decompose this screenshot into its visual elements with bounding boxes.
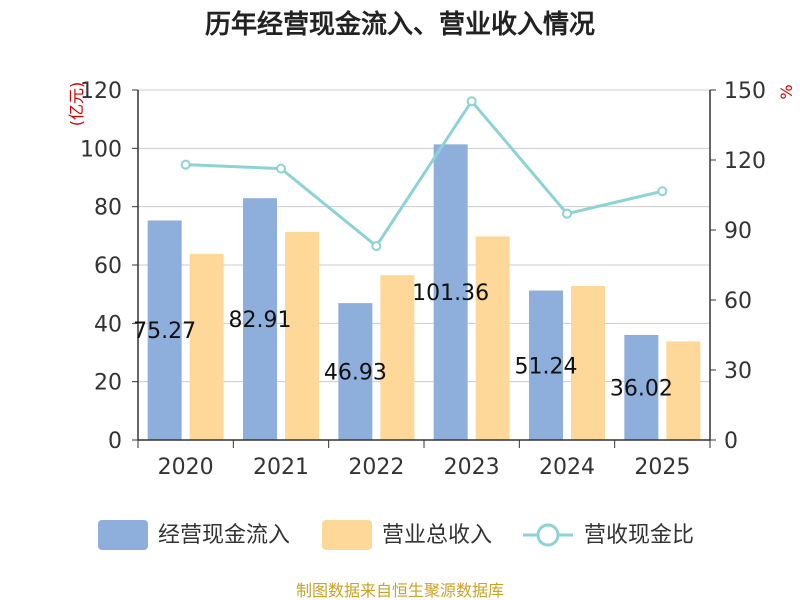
left-tick-label: 100 xyxy=(80,137,122,162)
source-note: 制图数据来自恒生聚源数据库 xyxy=(296,581,504,600)
ratio-point xyxy=(657,186,668,197)
grid-lines xyxy=(138,89,710,383)
bar-value-label: 51.24 xyxy=(515,354,578,379)
legend-swatch-cash-inflow xyxy=(98,520,148,550)
legend-swatch-revenue xyxy=(322,520,372,550)
ratio-point xyxy=(562,208,572,219)
right-axis-unit: % xyxy=(777,84,796,99)
x-tick-label: 2020 xyxy=(158,455,214,480)
right-tick-label: 90 xyxy=(724,219,752,244)
right-tick-label: 150 xyxy=(724,79,766,104)
legend-label-revenue: 营业总收入 xyxy=(382,523,492,548)
bar-value-label: 36.02 xyxy=(610,376,673,401)
x-tick-label: 2024 xyxy=(539,455,595,480)
right-tick-label: 60 xyxy=(724,289,752,314)
left-tick-label: 20 xyxy=(94,371,122,396)
left-tick-label: 0 xyxy=(108,429,122,454)
ratio-point xyxy=(276,163,286,174)
bar-value-label: 101.36 xyxy=(412,281,489,306)
left-tick-label: 120 xyxy=(80,79,122,104)
bar-cash-inflow xyxy=(338,303,373,440)
bar-revenue xyxy=(475,236,510,440)
legend: 经营现金流入 营业总收入 营收现金比 xyxy=(98,520,694,550)
right-tick-label: 0 xyxy=(724,429,738,454)
chart-title: 历年经营现金流入、营业收入情况 xyxy=(205,9,595,40)
bar-cash-inflow xyxy=(147,220,182,440)
bar-series xyxy=(147,144,701,440)
legend-marker-ratio xyxy=(536,523,560,547)
x-tick-label: 2023 xyxy=(444,455,500,480)
ratio-point xyxy=(180,159,191,170)
legend-label-cash-inflow: 经营现金流入 xyxy=(158,523,290,548)
bar-revenue xyxy=(666,341,701,440)
axes: 0 20 40 60 80 100 120 0 30 60 90 120 150 2020 2021 2022… xyxy=(80,79,766,480)
left-tick-label: 60 xyxy=(94,254,122,279)
x-tick-label: 2025 xyxy=(634,455,690,480)
bar-revenue xyxy=(285,232,319,440)
bar-revenue xyxy=(571,286,605,440)
x-tick-label: 2022 xyxy=(348,455,404,480)
bar-revenue xyxy=(189,253,224,440)
left-tick-label: 40 xyxy=(94,312,122,337)
ratio-point xyxy=(371,241,382,252)
bar-cash-inflow xyxy=(624,334,659,440)
left-tick-label: 80 xyxy=(94,196,122,221)
right-tick-label: 120 xyxy=(724,149,766,174)
left-axis-unit: (亿元) xyxy=(67,82,86,127)
ratio-point xyxy=(466,96,477,107)
ratio-line xyxy=(185,98,663,249)
ratio-line-series xyxy=(180,96,668,252)
right-tick-label: 30 xyxy=(724,359,752,384)
bar-value-label: 75.27 xyxy=(133,319,196,344)
bar-cash-inflow xyxy=(433,144,468,440)
bar-cash-inflow xyxy=(529,290,563,440)
bar-revenue xyxy=(380,275,415,440)
bar-value-label: 82.91 xyxy=(229,308,292,333)
bar-value-label: 46.93 xyxy=(324,361,387,386)
bar-cash-inflow xyxy=(243,198,277,440)
x-tick-label: 2021 xyxy=(253,455,309,480)
legend-label-ratio: 营收现金比 xyxy=(584,523,694,548)
bar-value-labels: 75.27 82.91 46.93 101.36 51.24 36.02 xyxy=(133,281,673,401)
